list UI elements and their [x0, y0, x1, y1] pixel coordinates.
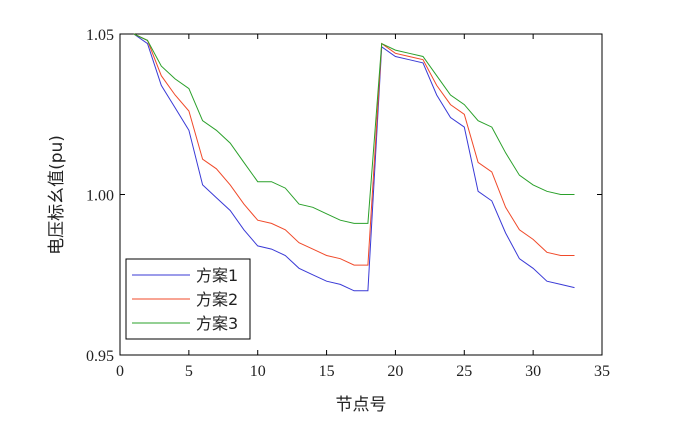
x-tick-label: 0 — [116, 363, 124, 380]
y-axis-title: 电压标幺值(pu) — [47, 135, 67, 255]
legend-label-scheme-1: 方案1 — [196, 266, 238, 285]
y-tick-label: 1.00 — [86, 188, 114, 205]
x-tick-label: 30 — [525, 363, 541, 380]
y-tick-label: 0.95 — [86, 348, 114, 365]
series-line-scheme-1 — [133, 33, 575, 292]
y-tick-label: 1.05 — [86, 27, 114, 44]
x-axis-title: 节点号 — [336, 395, 387, 415]
series-line-scheme-2 — [133, 33, 575, 266]
x-tick-label: 15 — [319, 363, 335, 380]
x-tick-label: 10 — [250, 363, 266, 380]
legend-label-scheme-3: 方案3 — [196, 314, 238, 333]
legend: 方案1 方案2 方案3 — [125, 258, 251, 340]
legend-label-scheme-2: 方案2 — [196, 290, 238, 309]
tick-labels: 0 5 10 15 20 25 30 35 0.95 1.00 1.05 — [86, 27, 610, 380]
x-tick-label: 25 — [456, 363, 472, 380]
axis-ticks — [119, 33, 603, 356]
x-tick-label: 5 — [185, 363, 193, 380]
series-line-scheme-3 — [133, 33, 575, 224]
series-lines — [133, 33, 575, 292]
x-tick-label: 35 — [594, 363, 610, 380]
x-tick-label: 20 — [387, 363, 403, 380]
